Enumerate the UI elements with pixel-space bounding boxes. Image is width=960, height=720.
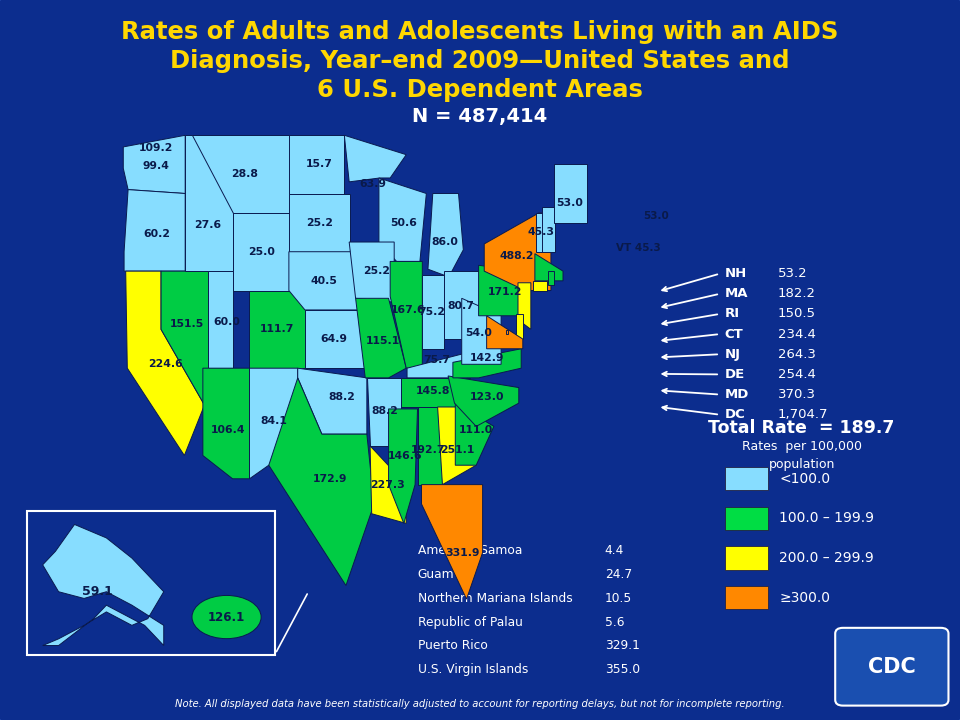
Polygon shape (42, 524, 164, 646)
Polygon shape (399, 378, 469, 407)
Polygon shape (269, 378, 374, 585)
Polygon shape (249, 291, 306, 368)
Text: NH: NH (725, 267, 747, 280)
Text: RI: RI (725, 307, 740, 320)
Polygon shape (124, 189, 185, 271)
Text: <100.0: <100.0 (780, 472, 830, 486)
Text: DC: DC (725, 408, 746, 421)
Polygon shape (418, 407, 443, 485)
Text: 331.9: 331.9 (445, 547, 480, 557)
Text: 115.1: 115.1 (366, 336, 400, 346)
Text: VT 45.3: VT 45.3 (616, 243, 660, 253)
Text: 192.7: 192.7 (411, 445, 445, 455)
Polygon shape (289, 252, 360, 310)
FancyBboxPatch shape (725, 507, 768, 530)
Polygon shape (453, 348, 521, 378)
FancyBboxPatch shape (835, 628, 948, 706)
Polygon shape (126, 271, 204, 456)
Polygon shape (421, 485, 483, 599)
Text: NJ: NJ (725, 348, 741, 361)
Polygon shape (438, 407, 476, 485)
Text: 182.2: 182.2 (778, 287, 816, 300)
Text: CT: CT (725, 328, 744, 341)
Text: Republic of Palau: Republic of Palau (418, 616, 522, 629)
Polygon shape (506, 330, 508, 333)
Text: 53.0: 53.0 (643, 211, 668, 221)
Polygon shape (448, 376, 518, 426)
Polygon shape (203, 368, 250, 479)
Polygon shape (479, 265, 525, 316)
Text: 251.1: 251.1 (440, 445, 474, 455)
Text: 59.1: 59.1 (82, 585, 112, 598)
Text: 111.7: 111.7 (259, 324, 294, 334)
Polygon shape (548, 271, 554, 284)
Text: 200.0 – 299.9: 200.0 – 299.9 (780, 551, 874, 565)
Polygon shape (536, 213, 551, 252)
Text: N = 487,414: N = 487,414 (413, 107, 547, 126)
Text: Northern Mariana Islands: Northern Mariana Islands (418, 592, 572, 605)
Polygon shape (208, 271, 233, 368)
Text: 167.6: 167.6 (391, 305, 425, 315)
Text: 146.6: 146.6 (387, 451, 422, 461)
Text: 45.3: 45.3 (528, 228, 555, 238)
Polygon shape (250, 368, 298, 479)
Polygon shape (542, 207, 555, 252)
Text: 25.2: 25.2 (363, 266, 390, 276)
Text: CDC: CDC (868, 657, 916, 677)
Polygon shape (232, 213, 290, 291)
Text: 28.8: 28.8 (231, 169, 258, 179)
Polygon shape (370, 446, 406, 523)
Text: 5.6: 5.6 (605, 616, 624, 629)
Text: 171.2: 171.2 (488, 287, 522, 297)
Text: 6 U.S. Dependent Areas: 6 U.S. Dependent Areas (317, 78, 643, 102)
Text: Guam: Guam (418, 568, 454, 581)
Text: 63.9: 63.9 (359, 179, 386, 189)
Text: 99.4: 99.4 (143, 161, 170, 171)
Polygon shape (185, 135, 233, 271)
Text: Rates  per 100,000
population: Rates per 100,000 population (741, 439, 861, 471)
Polygon shape (345, 135, 406, 182)
Polygon shape (123, 135, 185, 194)
Text: Note. All displayed data have been statistically adjusted to account for reporti: Note. All displayed data have been stati… (175, 699, 785, 709)
Text: 329.1: 329.1 (605, 639, 639, 652)
Text: 27.6: 27.6 (194, 220, 221, 230)
FancyBboxPatch shape (725, 546, 768, 570)
Polygon shape (379, 178, 426, 261)
Text: 53.2: 53.2 (778, 267, 807, 280)
Text: 355.0: 355.0 (605, 663, 640, 676)
Text: DE: DE (725, 368, 745, 381)
Polygon shape (355, 298, 406, 378)
Polygon shape (192, 135, 290, 213)
Text: 88.2: 88.2 (372, 406, 398, 416)
Text: 64.9: 64.9 (321, 334, 348, 344)
Text: 25.2: 25.2 (306, 217, 333, 228)
Text: 60.2: 60.2 (144, 229, 171, 239)
Ellipse shape (192, 595, 261, 639)
Text: MD: MD (725, 388, 749, 401)
FancyBboxPatch shape (725, 586, 768, 609)
Text: 150.5: 150.5 (778, 307, 816, 320)
Text: 370.3: 370.3 (778, 388, 816, 401)
Polygon shape (422, 275, 444, 348)
Text: 123.0: 123.0 (469, 392, 504, 402)
Text: 151.5: 151.5 (170, 318, 204, 328)
Polygon shape (298, 368, 367, 434)
Polygon shape (389, 409, 418, 523)
Text: 111.0: 111.0 (459, 426, 493, 436)
Polygon shape (455, 403, 493, 465)
Text: 224.6: 224.6 (148, 359, 182, 369)
Text: 488.2: 488.2 (499, 251, 534, 261)
Text: 15.7: 15.7 (306, 159, 333, 169)
Text: 10.5: 10.5 (605, 592, 632, 605)
Text: 84.1: 84.1 (260, 415, 287, 426)
Text: 264.3: 264.3 (778, 348, 815, 361)
Text: 25.0: 25.0 (248, 247, 275, 257)
Polygon shape (462, 298, 501, 364)
Text: 106.4: 106.4 (210, 426, 245, 436)
Polygon shape (390, 261, 422, 368)
Polygon shape (407, 353, 468, 378)
Polygon shape (533, 281, 547, 291)
Text: ≥300.0: ≥300.0 (780, 590, 830, 605)
Text: 88.2: 88.2 (328, 392, 355, 402)
